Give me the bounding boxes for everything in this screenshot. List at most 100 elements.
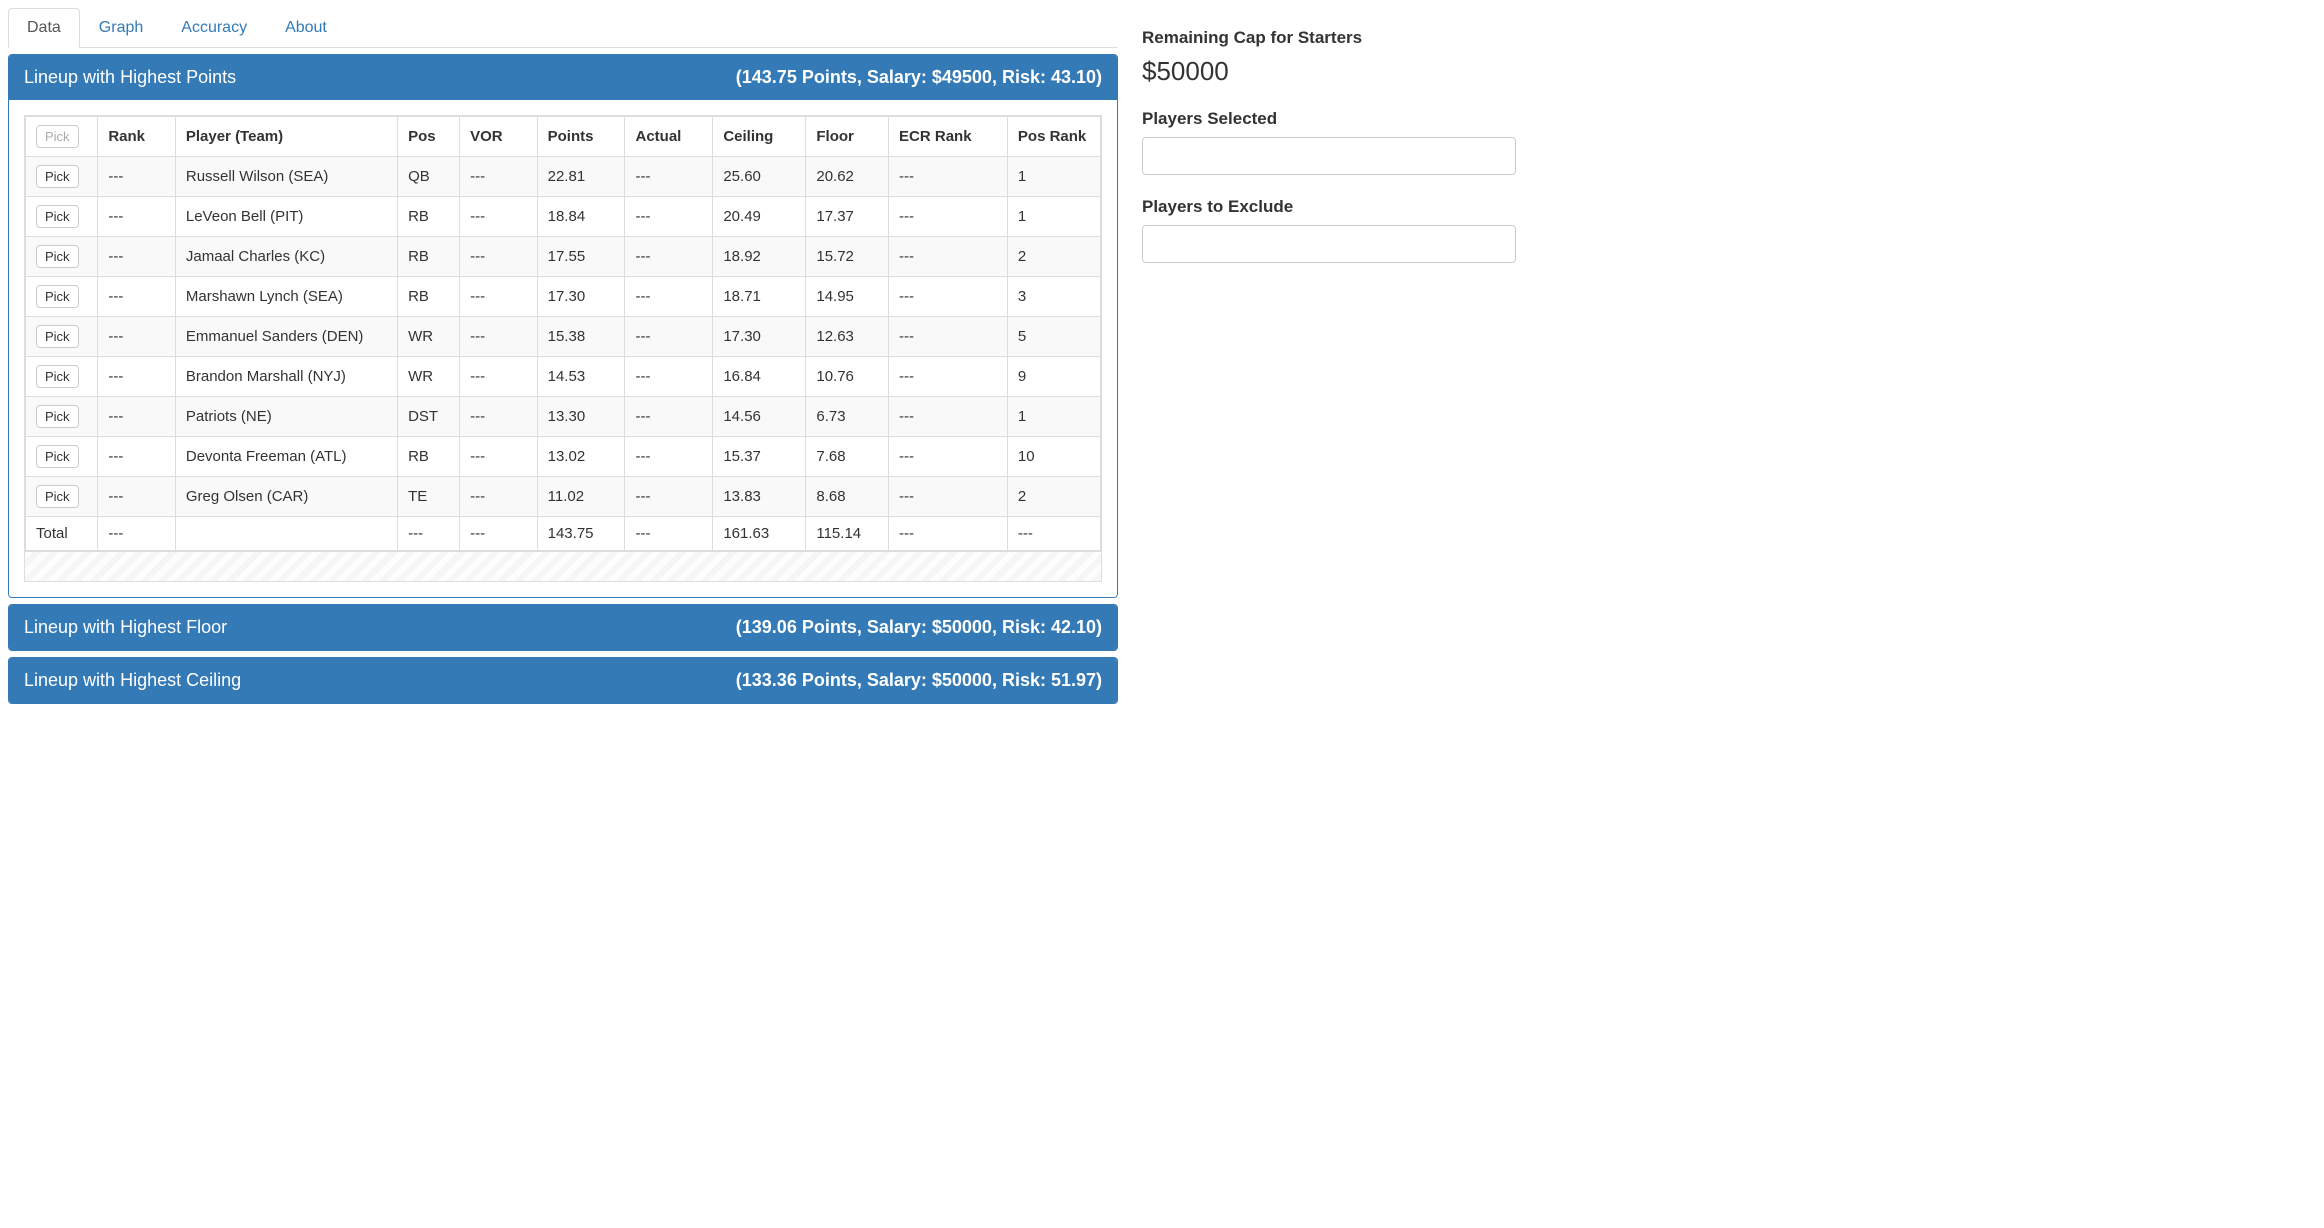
cell-rank: --- xyxy=(98,357,176,397)
lineup-table: Pick Rank Player (Team) Pos VOR Points A… xyxy=(25,116,1101,551)
cell-floor: 14.95 xyxy=(806,277,889,317)
cell-pick: Pick xyxy=(26,157,98,197)
panel-heading-highest-ceiling[interactable]: Lineup with Highest Ceiling (133.36 Poin… xyxy=(9,658,1117,703)
cell-ecr: --- xyxy=(889,517,1008,551)
cell-points: 13.02 xyxy=(537,437,625,477)
cell-vor: --- xyxy=(460,237,538,277)
col-header-pos[interactable]: Pos xyxy=(398,117,460,157)
remaining-cap-label: Remaining Cap for Starters xyxy=(1142,28,1516,48)
pick-button[interactable]: Pick xyxy=(36,165,79,188)
cell-actual: --- xyxy=(625,237,713,277)
players-selected-input[interactable] xyxy=(1142,137,1516,175)
cell-posrank: 10 xyxy=(1007,437,1100,477)
cell-player: Marshawn Lynch (SEA) xyxy=(175,277,397,317)
cell-points: 143.75 xyxy=(537,517,625,551)
cell-ceiling: 18.92 xyxy=(713,237,806,277)
panel-heading-highest-floor[interactable]: Lineup with Highest Floor (139.06 Points… xyxy=(9,605,1117,650)
cell-posrank: 1 xyxy=(1007,157,1100,197)
cell-ecr: --- xyxy=(889,397,1008,437)
cell-ecr: --- xyxy=(889,357,1008,397)
cell-rank: --- xyxy=(98,397,176,437)
col-header-posrank[interactable]: Pos Rank xyxy=(1007,117,1100,157)
cell-points: 17.55 xyxy=(537,237,625,277)
cell-player: Greg Olsen (CAR) xyxy=(175,477,397,517)
cell-actual: --- xyxy=(625,277,713,317)
cell-actual: --- xyxy=(625,517,713,551)
table-row: Pick---Brandon Marshall (NYJ)WR---14.53-… xyxy=(26,357,1101,397)
cell-vor: --- xyxy=(460,317,538,357)
pick-button[interactable]: Pick xyxy=(36,485,79,508)
cell-vor: --- xyxy=(460,437,538,477)
cell-pos: RB xyxy=(398,437,460,477)
panel-title: Lineup with Highest Points xyxy=(24,67,236,88)
cell-pos: RB xyxy=(398,237,460,277)
cell-posrank: 5 xyxy=(1007,317,1100,357)
cell-actual: --- xyxy=(625,197,713,237)
pick-button[interactable]: Pick xyxy=(36,445,79,468)
cell-pick: Pick xyxy=(26,317,98,357)
cell-floor: 15.72 xyxy=(806,237,889,277)
table-header-row: Pick Rank Player (Team) Pos VOR Points A… xyxy=(26,117,1101,157)
cell-player: LeVeon Bell (PIT) xyxy=(175,197,397,237)
cell-rank: --- xyxy=(98,157,176,197)
cell-points: 22.81 xyxy=(537,157,625,197)
tab-graph[interactable]: Graph xyxy=(80,8,162,48)
sidebar: Remaining Cap for Starters $50000 Player… xyxy=(1142,8,1516,710)
pick-button[interactable]: Pick xyxy=(36,325,79,348)
cell-vor: --- xyxy=(460,397,538,437)
cell-posrank: 1 xyxy=(1007,197,1100,237)
table-row: Pick---Patriots (NE)DST---13.30---14.566… xyxy=(26,397,1101,437)
cell-points: 18.84 xyxy=(537,197,625,237)
cell-ceiling: 13.83 xyxy=(713,477,806,517)
cell-ecr: --- xyxy=(889,157,1008,197)
cell-posrank: --- xyxy=(1007,517,1100,551)
cell-posrank: 3 xyxy=(1007,277,1100,317)
cell-floor: 7.68 xyxy=(806,437,889,477)
cell-pos: RB xyxy=(398,277,460,317)
col-header-ecr[interactable]: ECR Rank xyxy=(889,117,1008,157)
players-exclude-label: Players to Exclude xyxy=(1142,197,1516,217)
pick-button[interactable]: Pick xyxy=(36,205,79,228)
panel-highest-floor: Lineup with Highest Floor (139.06 Points… xyxy=(8,604,1118,651)
cell-player: Patriots (NE) xyxy=(175,397,397,437)
pick-button[interactable]: Pick xyxy=(36,405,79,428)
cell-pick: Pick xyxy=(26,237,98,277)
table-row: Pick---Devonta Freeman (ATL)RB---13.02--… xyxy=(26,437,1101,477)
cell-player: Emmanuel Sanders (DEN) xyxy=(175,317,397,357)
panel-summary: (139.06 Points, Salary: $50000, Risk: 42… xyxy=(736,617,1102,638)
cell-pick: Pick xyxy=(26,197,98,237)
col-header-actual[interactable]: Actual xyxy=(625,117,713,157)
col-header-ceiling[interactable]: Ceiling xyxy=(713,117,806,157)
cell-rank: --- xyxy=(98,437,176,477)
cell-pos: --- xyxy=(398,517,460,551)
cell-ceiling: 17.30 xyxy=(713,317,806,357)
tab-about[interactable]: About xyxy=(266,8,346,48)
cell-points: 15.38 xyxy=(537,317,625,357)
cell-pick: Pick xyxy=(26,277,98,317)
cell-rank: --- xyxy=(98,197,176,237)
col-header-floor[interactable]: Floor xyxy=(806,117,889,157)
panel-heading-highest-points[interactable]: Lineup with Highest Points (143.75 Point… xyxy=(9,55,1117,100)
remaining-cap-value: $50000 xyxy=(1142,56,1516,87)
col-header-pick: Pick xyxy=(26,117,98,157)
players-exclude-input[interactable] xyxy=(1142,225,1516,263)
cell-posrank: 9 xyxy=(1007,357,1100,397)
cell-actual: --- xyxy=(625,477,713,517)
table-row: Pick---Emmanuel Sanders (DEN)WR---15.38-… xyxy=(26,317,1101,357)
table-row-total: Total---------143.75---161.63115.14-----… xyxy=(26,517,1101,551)
col-header-rank[interactable]: Rank xyxy=(98,117,176,157)
tab-accuracy[interactable]: Accuracy xyxy=(162,8,266,48)
col-header-points[interactable]: Points xyxy=(537,117,625,157)
cell-ecr: --- xyxy=(889,317,1008,357)
pick-button[interactable]: Pick xyxy=(36,365,79,388)
col-header-vor[interactable]: VOR xyxy=(460,117,538,157)
pick-button[interactable]: Pick xyxy=(36,285,79,308)
panel-title: Lineup with Highest Ceiling xyxy=(24,670,241,691)
cell-player xyxy=(175,517,397,551)
cell-rank: --- xyxy=(98,277,176,317)
col-header-player[interactable]: Player (Team) xyxy=(175,117,397,157)
tab-data[interactable]: Data xyxy=(8,8,80,48)
cell-floor: 12.63 xyxy=(806,317,889,357)
cell-total-label: Total xyxy=(26,517,98,551)
pick-button[interactable]: Pick xyxy=(36,245,79,268)
